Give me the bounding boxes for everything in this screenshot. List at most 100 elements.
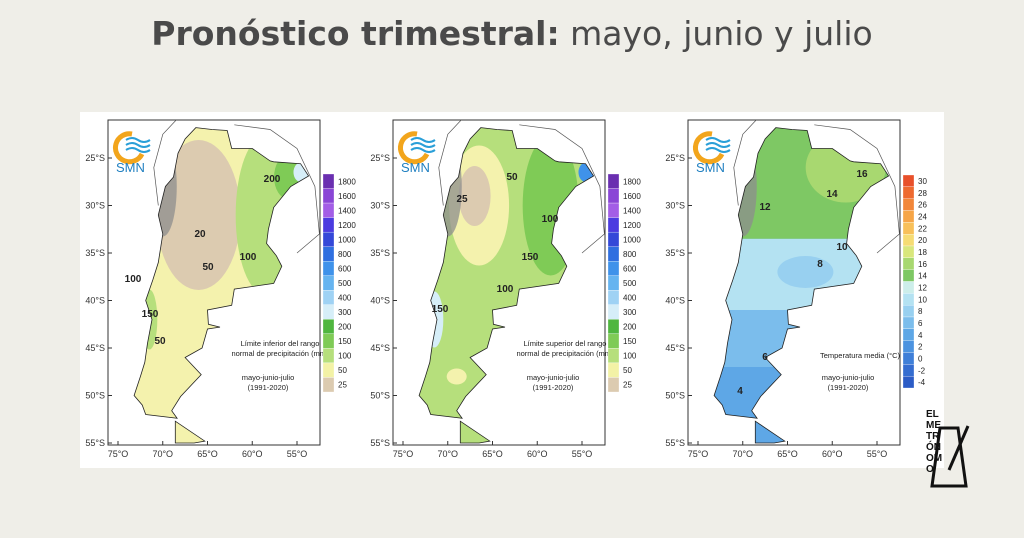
- contour-label: 100: [125, 274, 142, 285]
- legend-label: 20: [918, 236, 927, 245]
- lat-label: 35°S: [85, 248, 105, 258]
- legend-label: 500: [338, 279, 352, 288]
- period: (1991-2020): [533, 383, 574, 392]
- legend-swatch: [607, 319, 620, 335]
- legend-swatch: [322, 202, 335, 218]
- lon-label: 70°O: [437, 449, 458, 459]
- lon-label: 75°O: [108, 449, 129, 459]
- contour-label: 100: [542, 214, 559, 225]
- lon-label: 70°O: [732, 449, 753, 459]
- legend-swatch: [902, 234, 915, 247]
- legend-label: 22: [918, 224, 927, 233]
- legend-swatch: [322, 261, 335, 276]
- contour-label: 150: [432, 304, 449, 315]
- lon-label: 55°O: [572, 449, 593, 459]
- period: mayo-junio-julio: [822, 373, 875, 382]
- neighbour-border: [519, 124, 605, 254]
- legend-swatch: [322, 319, 335, 335]
- legend-swatch: [902, 316, 915, 329]
- country-outline: [713, 127, 890, 419]
- contour-label: 14: [826, 189, 838, 200]
- legend-swatch: [322, 217, 335, 233]
- contour-label: 100: [240, 252, 257, 263]
- country-outline: [459, 420, 491, 444]
- legend-swatch: [902, 198, 915, 211]
- legend-swatch: [607, 377, 620, 393]
- legend-label: 30: [918, 177, 927, 186]
- brand-letters: EL: [926, 409, 939, 420]
- logo-text: SMN: [116, 160, 145, 175]
- legend-label: 26: [918, 201, 927, 210]
- contour-label: 6: [762, 352, 768, 363]
- legend-swatch: [607, 202, 620, 218]
- caption: Límite inferior del rango: [241, 339, 320, 348]
- lat-label: 55°S: [85, 438, 105, 448]
- logo-text: SMN: [401, 160, 430, 175]
- logo-wave: [705, 147, 731, 153]
- legend-label: 200: [623, 323, 637, 332]
- zone: [446, 368, 467, 385]
- lat-label: 55°S: [665, 438, 685, 448]
- legend-swatch: [322, 231, 335, 247]
- contour-label: 50: [506, 172, 518, 183]
- legend-label: -4: [918, 378, 926, 387]
- legend-swatch: [902, 340, 915, 353]
- lat-label: 25°S: [665, 153, 685, 163]
- legend-swatch: [902, 210, 915, 223]
- legend-swatch: [902, 376, 915, 389]
- lon-label: 75°O: [688, 449, 709, 459]
- period: (1991-2020): [248, 383, 289, 392]
- contour-label: 200: [264, 174, 281, 185]
- logo-wave: [705, 137, 731, 143]
- zone: [156, 140, 241, 290]
- zone: [777, 256, 834, 288]
- legend-label: 500: [623, 279, 637, 288]
- lon-label: 55°O: [867, 449, 888, 459]
- legend-label: 24: [918, 212, 927, 221]
- brand-letters: OM: [926, 453, 942, 464]
- legend-swatch: [322, 173, 335, 189]
- caption: normal de precipitación (mm): [231, 349, 329, 358]
- legend-label: 100: [623, 352, 637, 361]
- legend-swatch: [607, 304, 620, 320]
- legend-label: 6: [918, 319, 923, 328]
- contour-label: 50: [202, 262, 214, 273]
- legend-label: 400: [623, 294, 637, 303]
- logo-wave: [125, 147, 151, 153]
- legend-label: 150: [338, 337, 352, 346]
- logo-sun: [397, 131, 430, 165]
- legend-label: 1600: [338, 192, 356, 201]
- legend-swatch: [902, 328, 915, 341]
- legend-swatch: [607, 348, 620, 364]
- legend-label: -2: [918, 366, 926, 375]
- legend-label: 200: [338, 323, 352, 332]
- legend-swatch: [322, 304, 335, 320]
- legend-swatch: [322, 348, 335, 364]
- legend-label: 300: [338, 308, 352, 317]
- title-bold: Pronóstico trimestral:: [151, 14, 560, 53]
- brand-letters: ME: [926, 420, 941, 431]
- legend-label: 1400: [338, 206, 356, 215]
- legend-swatch: [902, 269, 915, 282]
- logo-wave: [125, 137, 151, 143]
- logo-wave: [410, 137, 436, 143]
- contour-label: 150: [522, 252, 539, 263]
- legend-swatch: [902, 305, 915, 318]
- legend-label: 1200: [338, 221, 356, 230]
- country-outline: [174, 420, 206, 444]
- legend-swatch: [902, 222, 915, 235]
- legend-swatch: [902, 257, 915, 270]
- legend-swatch: [902, 281, 915, 294]
- map-panel: 25°S 30°S 35°S 40°S 45°S 50°S 55°S75°O 70°O 65°O…: [370, 119, 641, 459]
- legend-swatch: [322, 362, 335, 378]
- logo-wave: [410, 142, 436, 148]
- lat-label: 25°S: [85, 153, 105, 163]
- legend-label: 25: [338, 381, 347, 390]
- contour-label: 4: [737, 386, 743, 397]
- metronome-arm: [947, 425, 970, 471]
- lon-label: 75°O: [393, 449, 414, 459]
- lon-label: 70°O: [152, 449, 173, 459]
- legend-swatch: [607, 188, 620, 204]
- legend-label: 2: [918, 343, 923, 352]
- legend-label: 4: [918, 331, 923, 340]
